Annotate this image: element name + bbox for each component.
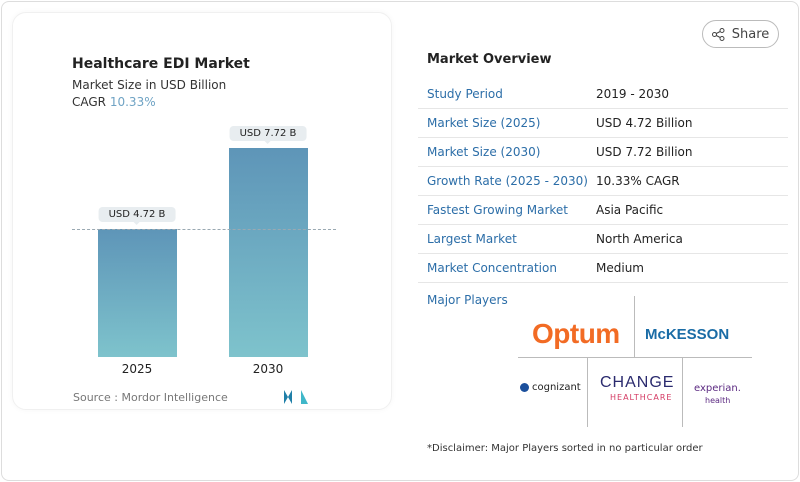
row-key: Study Period [427, 87, 503, 101]
row-value: 10.33% CAGR [596, 174, 680, 188]
x-tick-label: 2025 [121, 362, 153, 376]
divider [634, 296, 635, 357]
data-label: USD 4.72 B [98, 207, 176, 226]
mckesson-logo: McKESSON [645, 326, 730, 343]
row-key: Market Concentration [427, 261, 557, 275]
mordor-logo-icon [284, 390, 308, 404]
reference-line [72, 229, 336, 231]
row-value: North America [596, 232, 683, 246]
overview-title: Market Overview [427, 52, 552, 67]
logo-box [587, 357, 683, 427]
bar-2030 [228, 148, 308, 357]
overview-row: Market Concentration Medium [418, 254, 788, 283]
cognizant-icon [520, 383, 529, 392]
row-value: 2019 - 2030 [596, 87, 670, 101]
data-label: USD 7.72 B [229, 126, 307, 144]
row-key: Market Size (2030) [427, 145, 541, 159]
change-logo: CHANGE [600, 374, 675, 391]
overview-row: Market Size (2030) USD 7.72 Billion [418, 138, 788, 167]
share-label: Share [731, 26, 770, 42]
cagr-value: 10.33% [109, 95, 156, 109]
chart-subtitle: Market Size in USD Billion [72, 78, 227, 92]
row-key: Market Size (2025) [427, 116, 541, 130]
row-value: Asia Pacific [596, 203, 664, 217]
cagr-label: CAGR [72, 95, 107, 109]
bar-2025 [97, 229, 177, 357]
disclaimer: *Disclaimer: Major Players sorted in no … [427, 443, 703, 454]
experian-logo: experian. [694, 383, 741, 394]
x-tick-label: 2030 [252, 362, 284, 376]
overview-row: Fastest Growing Market Asia Pacific [418, 196, 788, 225]
major-players-label: Major Players [427, 293, 508, 307]
cognizant-text: cognizant [532, 382, 581, 393]
source: Source : Mordor Intelligence [73, 391, 228, 404]
share-icon [711, 27, 725, 41]
overview-row: Study Period 2019 - 2030 [418, 80, 788, 109]
experian-health-text: health [705, 396, 731, 405]
share-button[interactable]: Share [702, 20, 779, 48]
row-key: Fastest Growing Market [427, 203, 569, 217]
chart-card [12, 12, 392, 410]
cagr: CAGR 10.33% [72, 95, 156, 109]
row-value: Medium [596, 261, 644, 275]
chart-title: Healthcare EDI Market [72, 56, 250, 72]
overview-row: Market Size (2025) USD 4.72 Billion [418, 109, 788, 138]
cognizant-logo: cognizant [520, 382, 581, 393]
row-value: USD 4.72 Billion [596, 116, 693, 130]
row-key: Largest Market [427, 232, 517, 246]
overview-row: Growth Rate (2025 - 2030) 10.33% CAGR [418, 167, 788, 196]
overview-row: Largest Market North America [418, 225, 788, 254]
row-value: USD 7.72 Billion [596, 145, 693, 159]
change-healthcare-text: HEALTHCARE [610, 393, 673, 402]
optum-logo: Optum [532, 318, 620, 349]
row-key: Growth Rate (2025 - 2030) [427, 174, 588, 188]
